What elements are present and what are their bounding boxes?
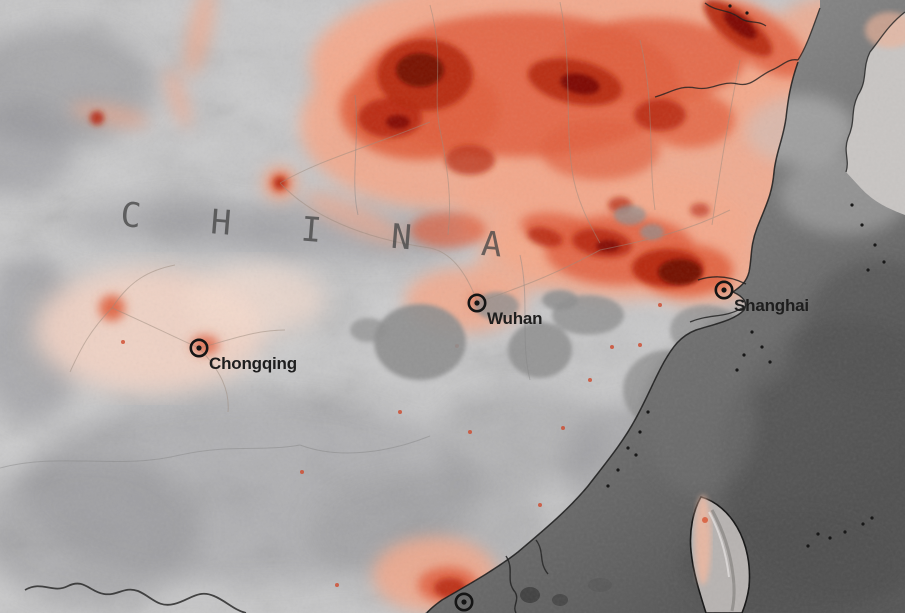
city-label: Chongqing bbox=[209, 354, 297, 373]
city-label: Shanghai bbox=[734, 296, 809, 315]
city-marker-icon bbox=[467, 293, 487, 313]
city-marker-icon bbox=[714, 280, 734, 300]
city-label: Wuhan bbox=[487, 309, 543, 328]
city-marker-icon bbox=[189, 338, 209, 358]
city-marker-icon bbox=[454, 592, 474, 612]
